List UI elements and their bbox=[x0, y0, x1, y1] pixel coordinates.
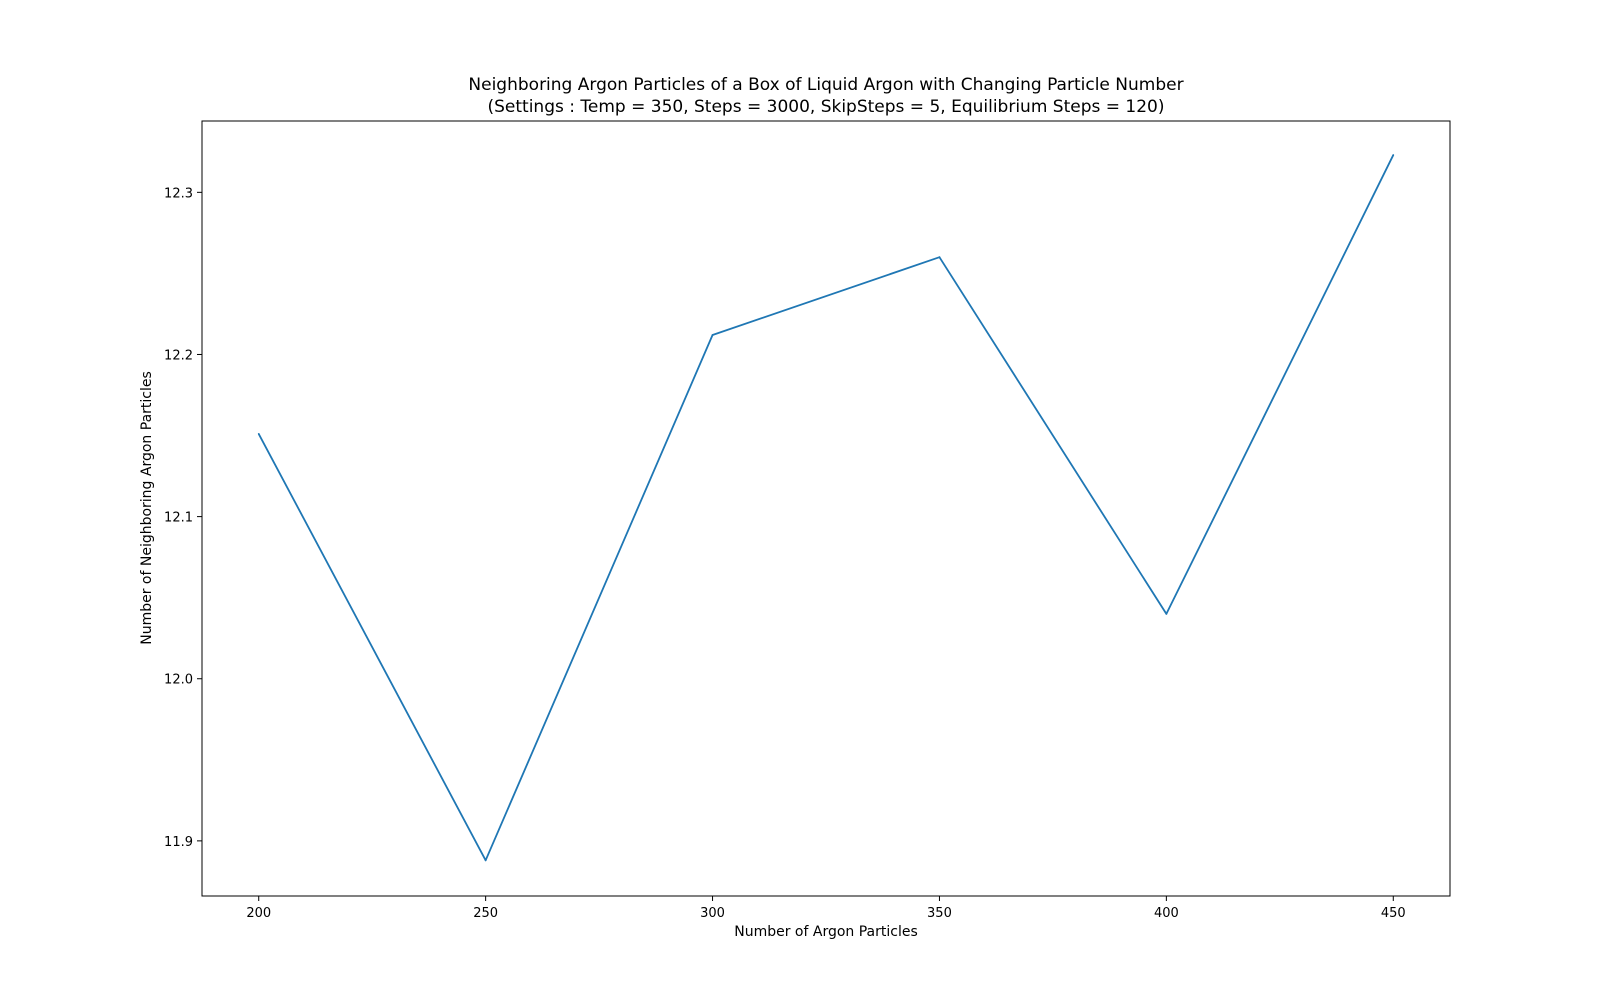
y-tick-label: 12.3 bbox=[164, 186, 193, 201]
x-tick-label: 400 bbox=[1154, 906, 1179, 921]
x-tick-label: 350 bbox=[927, 906, 952, 921]
data-point bbox=[1392, 154, 1395, 156]
plot-frame bbox=[201, 120, 1451, 897]
x-tick-label: 250 bbox=[473, 906, 498, 921]
y-tick-label: 12.1 bbox=[164, 511, 193, 526]
x-tick-label: 300 bbox=[700, 906, 725, 921]
x-axis-label: Number of Argon Particles bbox=[734, 924, 918, 940]
chart-subtitle: (Settings : Temp = 350, Steps = 3000, Sk… bbox=[488, 97, 1165, 117]
y-tick-label: 12.0 bbox=[164, 673, 193, 688]
y-axis-label: Number of Neighboring Argon Particles bbox=[139, 371, 155, 645]
series-line-0 bbox=[257, 154, 1395, 862]
y-axis-ticks: 11.9 12.0 12.1 12.2 12.3 bbox=[164, 186, 202, 850]
data-point bbox=[938, 256, 941, 259]
plot-area bbox=[202, 121, 1450, 896]
x-tick-label: 200 bbox=[246, 906, 271, 921]
y-tick-label: 12.2 bbox=[164, 348, 193, 363]
chart-title: Neighboring Argon Particles of a Box of … bbox=[468, 75, 1183, 95]
data-point bbox=[1165, 612, 1168, 615]
y-tick-label: 11.9 bbox=[164, 835, 193, 850]
data-point bbox=[484, 859, 487, 862]
x-tick-label: 450 bbox=[1381, 906, 1406, 921]
series-layer bbox=[257, 154, 1395, 862]
data-point bbox=[257, 433, 260, 435]
x-axis-ticks: 200 250 300 350 400 450 bbox=[246, 896, 1406, 921]
data-point bbox=[711, 334, 714, 336]
